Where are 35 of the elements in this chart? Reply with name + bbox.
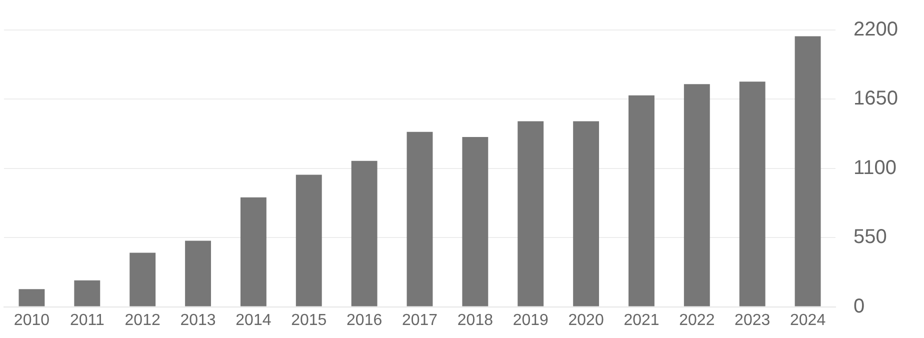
bar xyxy=(406,132,433,306)
x-tick-label: 2010 xyxy=(14,312,50,329)
x-tick-label: 2021 xyxy=(624,312,660,329)
bar xyxy=(518,121,544,306)
x-tick-label: 2024 xyxy=(790,312,826,329)
y-tick-label: 550 xyxy=(854,226,887,248)
x-tick-label: 2017 xyxy=(402,312,438,329)
bar xyxy=(684,84,710,306)
x-tick-label: 2022 xyxy=(679,312,715,329)
x-tick-label: 2011 xyxy=(70,312,104,329)
bar xyxy=(573,121,600,306)
x-tick-label: 2020 xyxy=(568,312,604,329)
x-tick-label: 2013 xyxy=(180,312,216,329)
x-tick-label: 2014 xyxy=(236,312,272,329)
bar xyxy=(296,174,322,306)
y-tick-label: 1650 xyxy=(854,88,898,110)
bar xyxy=(351,160,378,306)
x-tick-label: 2019 xyxy=(512,312,549,329)
bar xyxy=(739,82,766,306)
y-tick-label: 2200 xyxy=(854,18,898,41)
x-tick-label: 2015 xyxy=(291,312,327,329)
bar xyxy=(74,280,100,306)
bar xyxy=(240,197,266,306)
bar xyxy=(462,136,488,306)
bar xyxy=(130,252,156,306)
x-tick-label: 2018 xyxy=(457,312,494,329)
bar xyxy=(18,289,45,306)
bar xyxy=(628,95,654,306)
y-tick-label: 1100 xyxy=(854,156,897,179)
bar xyxy=(185,240,211,306)
x-tick-label: 2012 xyxy=(124,312,160,329)
x-tick-label: 2023 xyxy=(734,312,770,329)
x-tick-label: 2016 xyxy=(346,312,382,329)
y-tick-label: 0 xyxy=(854,295,865,318)
bar xyxy=(794,36,821,306)
